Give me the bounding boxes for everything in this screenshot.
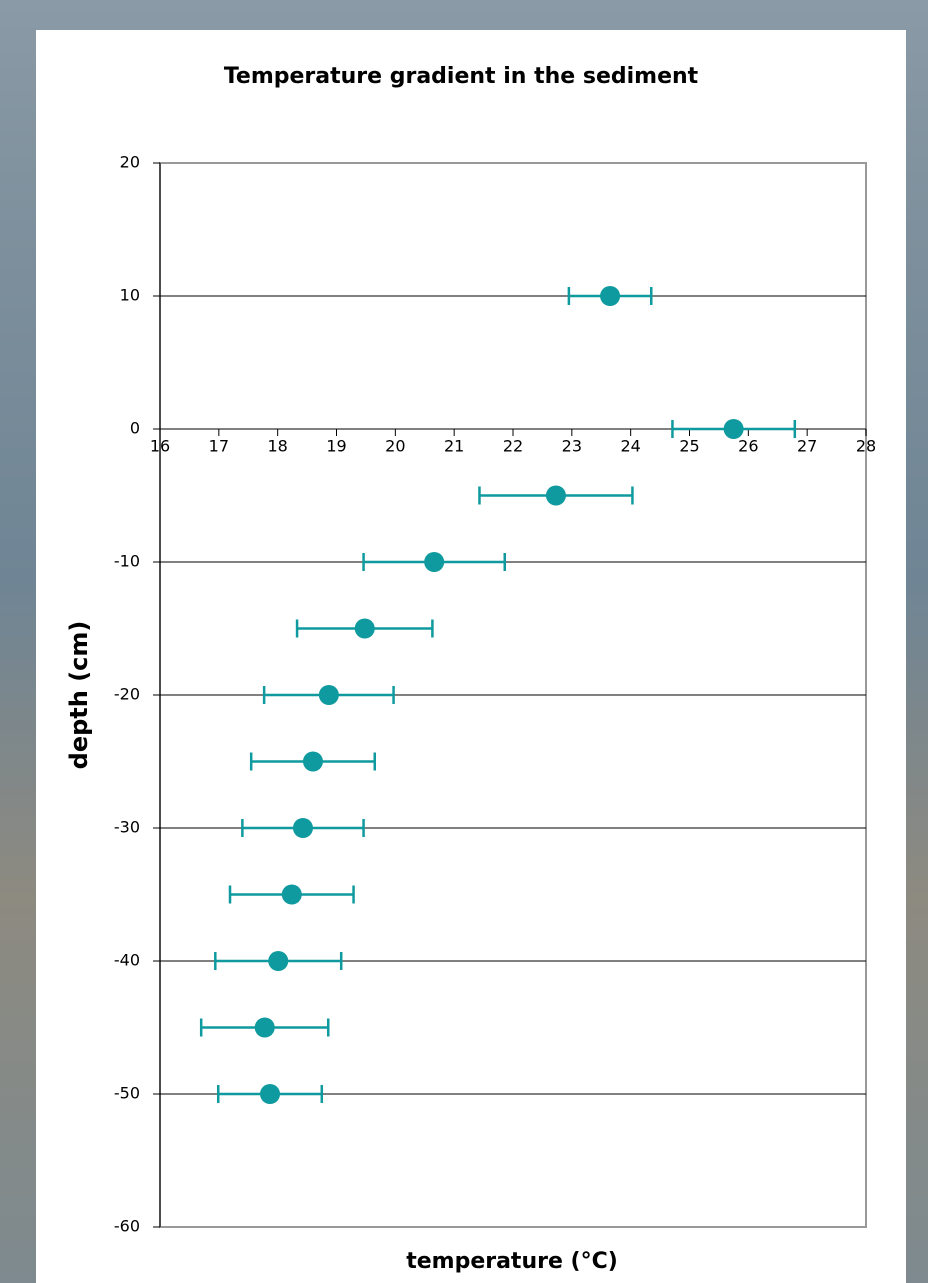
y-tick-label: 0 [130, 419, 140, 438]
x-tick-label: 21 [444, 437, 464, 456]
y-tick-label: -40 [114, 951, 140, 970]
x-tick-label: 18 [267, 437, 287, 456]
data-point [268, 951, 288, 971]
data-point [260, 1084, 280, 1104]
x-tick-label: 17 [209, 437, 229, 456]
data-point [293, 818, 313, 838]
x-tick-label: 19 [326, 437, 346, 456]
data-point [724, 419, 744, 439]
data-point [600, 286, 620, 306]
y-tick-label: 20 [120, 153, 140, 172]
data-point [355, 619, 375, 639]
x-tick-label: 26 [738, 437, 758, 456]
chart: Temperature gradient in the sediment dep… [0, 0, 928, 1283]
data-point [282, 885, 302, 905]
y-tick-label: -30 [114, 818, 140, 837]
x-tick-label: 16 [150, 437, 170, 456]
x-tick-label: 20 [385, 437, 405, 456]
y-tick-label: -50 [114, 1084, 140, 1103]
data-point [546, 486, 566, 506]
x-tick-label: 25 [679, 437, 699, 456]
x-tick-label: 23 [562, 437, 582, 456]
page: {"chart_data": {"type": "scatter", "titl… [0, 0, 928, 1283]
x-tick-label: 24 [620, 437, 640, 456]
data-point [424, 552, 444, 572]
data-point [303, 752, 323, 772]
data-point [319, 685, 339, 705]
x-tick-label: 22 [503, 437, 523, 456]
data-point [255, 1018, 275, 1038]
x-tick-label: 27 [797, 437, 817, 456]
y-axis-label: depth (cm) [65, 621, 93, 770]
y-tick-label: 10 [120, 286, 140, 305]
y-tick-label: -20 [114, 685, 140, 704]
y-tick-label: -10 [114, 552, 140, 571]
chart-title: Temperature gradient in the sediment [224, 64, 699, 89]
y-tick-label: -60 [114, 1217, 140, 1236]
x-axis-label: temperature (°C) [406, 1249, 618, 1274]
x-tick-label: 28 [856, 437, 876, 456]
